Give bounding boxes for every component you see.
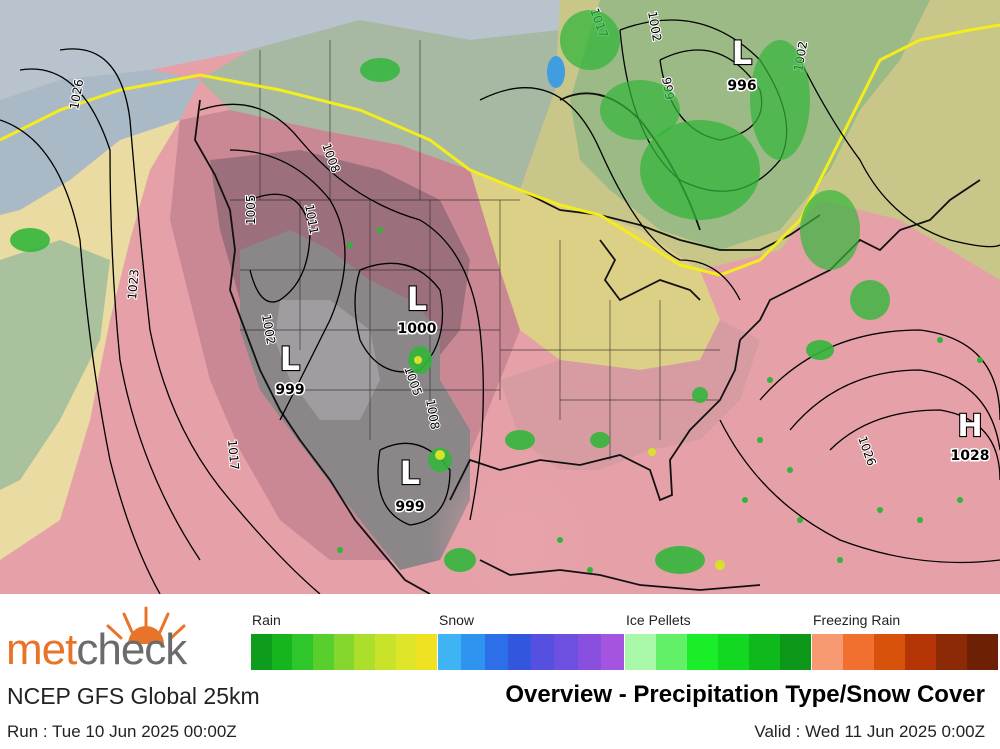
low-symbol: L bbox=[732, 34, 752, 72]
legend-swatch bbox=[461, 634, 485, 670]
low-pressure-value: 996 bbox=[727, 78, 756, 94]
legend-swatch bbox=[718, 634, 749, 670]
low-symbol: L bbox=[400, 454, 420, 492]
warm-zone-southeast bbox=[500, 320, 760, 470]
precipitation-map: 1026 1023 1017 1005 1008 1011 1002 1005 … bbox=[0, 0, 1000, 594]
isobar-label: 1026 bbox=[67, 78, 86, 111]
freezing-line bbox=[0, 23, 1000, 277]
olive-zone-midwest bbox=[470, 170, 720, 370]
legend-label-snow: Snow bbox=[439, 612, 475, 628]
low-pressure-value: 999 bbox=[275, 382, 304, 398]
low-symbol: L bbox=[280, 340, 300, 378]
legend-swatch bbox=[333, 634, 355, 670]
pressure-center-L-1000: L 1000 bbox=[396, 279, 438, 339]
valid-time: Valid : Wed 11 Jun 2025 0:00Z bbox=[754, 722, 985, 741]
pressure-center-H-1028: H 1028 bbox=[949, 408, 991, 466]
isobar-label: 1008 bbox=[423, 398, 442, 431]
legend-swatch bbox=[374, 634, 396, 670]
legend-swatch bbox=[843, 634, 874, 670]
isobar-label: 1023 bbox=[125, 269, 142, 301]
legend-swatch bbox=[312, 634, 334, 670]
legend-swatch bbox=[874, 634, 905, 670]
isobar-label: 1002 bbox=[645, 10, 664, 43]
brand-met: met bbox=[6, 625, 77, 674]
legend-swatch bbox=[395, 634, 417, 670]
precip-heavy bbox=[414, 356, 725, 570]
legend-swatch bbox=[354, 634, 375, 670]
legend-swatches-snow bbox=[438, 634, 624, 670]
legend-swatch bbox=[780, 634, 811, 670]
high-pressure-value: 1028 bbox=[951, 448, 990, 464]
legend-swatch bbox=[967, 634, 998, 670]
legend-swatch bbox=[251, 634, 272, 670]
cool-zone-north bbox=[0, 0, 560, 100]
legend-label-rain: Rain bbox=[252, 612, 281, 628]
legend-swatch bbox=[554, 634, 578, 670]
precip-specks bbox=[337, 227, 983, 573]
sun-logo-icon bbox=[106, 606, 186, 644]
legend-swatch bbox=[507, 634, 531, 670]
legend-swatch bbox=[625, 634, 656, 670]
chart-title: Overview - Precipitation Type/Snow Cover bbox=[505, 681, 985, 708]
legend-swatch bbox=[531, 634, 555, 670]
legend-swatch bbox=[936, 634, 967, 670]
green-zone-canada bbox=[200, 20, 560, 190]
legend-swatch bbox=[484, 634, 508, 670]
legend-swatch bbox=[271, 634, 293, 670]
legend-label-freezing-rain: Freezing Rain bbox=[813, 612, 901, 628]
legend-swatch bbox=[292, 634, 313, 670]
legend-swatch bbox=[687, 634, 718, 670]
legend-label-ice-pellets: Ice Pellets bbox=[626, 612, 691, 628]
legend-swatch bbox=[905, 634, 936, 670]
high-symbol: H bbox=[957, 409, 982, 444]
legend-swatch bbox=[416, 634, 437, 670]
run-time: Run : Tue 10 Jun 2025 00:00Z bbox=[7, 722, 237, 741]
legend-swatches-freezing-rain bbox=[812, 634, 998, 670]
brand-check: check bbox=[76, 625, 187, 674]
legend-swatch bbox=[656, 634, 687, 670]
pressure-center-L-996: L 996 bbox=[726, 33, 758, 96]
low-pressure-value: 999 bbox=[395, 499, 424, 515]
precip-rain bbox=[10, 10, 890, 574]
low-pressure-value: 1000 bbox=[398, 321, 437, 337]
green-band-pacific bbox=[0, 240, 110, 490]
isobar-label: 1011 bbox=[302, 203, 321, 236]
legend-swatch bbox=[812, 634, 843, 670]
isobar-label: 1002 bbox=[259, 313, 278, 346]
legend-swatches-rain bbox=[251, 634, 437, 670]
legend-swatch bbox=[577, 634, 601, 670]
cool-zone-pacific bbox=[0, 70, 200, 215]
model-name: NCEP GFS Global 25km bbox=[7, 683, 260, 709]
legend-swatches-ice-pellets bbox=[625, 634, 811, 670]
legend-swatch bbox=[749, 634, 780, 670]
low-symbol: L bbox=[407, 280, 427, 318]
pressure-center-L-999-mexico: L 999 bbox=[394, 453, 426, 517]
isobar-label: 1005 bbox=[244, 194, 258, 225]
legend-swatch bbox=[600, 634, 624, 670]
borders bbox=[230, 40, 720, 460]
pressure-center-L-999-west: L 999 bbox=[274, 339, 306, 400]
precip-snow bbox=[547, 56, 565, 88]
isobar-label: 1017 bbox=[225, 439, 242, 471]
metcheck-logo: metcheck bbox=[6, 625, 187, 674]
legend-swatch bbox=[438, 634, 462, 670]
isobars bbox=[0, 19, 1000, 594]
